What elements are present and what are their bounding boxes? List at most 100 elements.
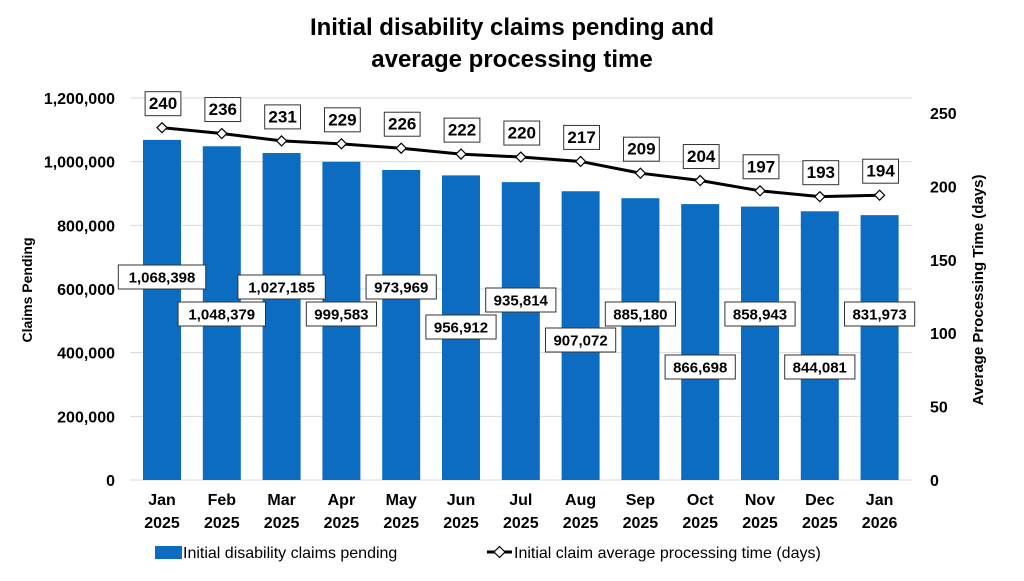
y2-tick-label: 50: [930, 400, 948, 417]
x-tick-label-month: Feb: [208, 492, 237, 509]
line-data-label: 226: [388, 115, 416, 134]
line-marker: [754, 184, 766, 197]
line-data-label-box: [862, 158, 900, 184]
line-data-label-box: [144, 91, 182, 117]
y-tick-label: 400,000: [57, 346, 115, 363]
bar-data-label-box: [844, 301, 916, 327]
legend-swatch-bars: [155, 546, 182, 559]
line-data-label: 217: [567, 128, 595, 147]
y-axis-title: Claims Pending: [19, 237, 35, 342]
bar: [741, 206, 779, 480]
bar-data-label-box: [365, 274, 437, 300]
y-tick-label: 200,000: [57, 409, 115, 426]
x-tick-label-month: Apr: [328, 492, 356, 509]
line-data-label: 240: [149, 94, 177, 113]
line-data-label: 220: [508, 124, 536, 143]
bar: [800, 211, 839, 480]
line-data-label: 231: [268, 107, 296, 126]
x-tick-label-year: 2025: [742, 515, 778, 532]
line-marker: [455, 148, 467, 160]
y-tick-label: 600,000: [57, 282, 115, 299]
x-tick-label-month: Nov: [745, 492, 775, 509]
bar: [621, 198, 660, 480]
line-marker: [694, 174, 707, 187]
line-data-label: 229: [328, 110, 356, 129]
x-tick-label-month: May: [386, 492, 417, 509]
line-data-label-box: [563, 124, 601, 150]
bar-data-label: 907,072: [553, 333, 607, 350]
y-tick-label: 800,000: [57, 218, 115, 235]
line-data-label: 204: [687, 147, 716, 166]
bar-data-label: 1,048,379: [188, 307, 255, 324]
x-tick-label-year: 2025: [563, 515, 599, 532]
y2-tick-label: 200: [930, 179, 957, 196]
legend-label-line: Initial claim average processing time (d…: [514, 545, 821, 562]
bar-data-label-box: [724, 301, 796, 327]
bar-data-label: 973,969: [374, 280, 428, 297]
bar: [860, 215, 899, 480]
line-data-label-box: [443, 117, 481, 143]
line-marker: [335, 137, 348, 150]
x-tick-label-year: 2025: [204, 515, 240, 532]
x-tick-label-month: Sep: [626, 492, 656, 509]
y-tick-label: 1,000,000: [44, 155, 115, 172]
bar-data-label: 844,081: [793, 360, 847, 377]
line-data-label-box: [503, 120, 541, 146]
bar-data-label-box: [664, 354, 736, 380]
x-tick-label-year: 2025: [623, 515, 659, 532]
line-data-label: 194: [866, 162, 895, 181]
bar-data-label: 866,698: [673, 360, 727, 377]
x-tick-label-month: Jan: [866, 492, 894, 509]
x-tick-label-month: Aug: [565, 492, 596, 509]
bar: [382, 169, 421, 481]
bar-data-label-box: [604, 301, 676, 327]
y2-tick-label: 150: [930, 253, 957, 270]
legend-label-bars: Initial disability claims pending: [183, 545, 397, 562]
y2-tick-label: 250: [930, 106, 957, 123]
x-tick-label-year: 2025: [503, 515, 539, 532]
bar-data-label: 1,027,185: [248, 280, 315, 297]
bar-data-label: 956,912: [434, 320, 488, 337]
bar: [681, 204, 720, 480]
bar-data-label-box: [545, 327, 617, 353]
line-data-label-box: [623, 136, 660, 162]
line-marker: [215, 127, 228, 140]
bar: [501, 182, 540, 480]
line-data-label-box: [802, 160, 840, 186]
x-tick-label-month: Jun: [447, 492, 475, 509]
y2-tick-label: 100: [930, 326, 957, 343]
line-data-label: 193: [807, 163, 835, 182]
x-tick-label-year: 2025: [383, 515, 419, 532]
line-marker: [574, 155, 587, 168]
x-tick-label-year: 2025: [682, 515, 718, 532]
x-tick-label-month: Oct: [687, 492, 714, 509]
bar-data-label-box: [177, 301, 267, 327]
bar: [143, 139, 181, 480]
chart-title-line-2: average processing time: [371, 46, 652, 73]
bar-data-label: 885,180: [613, 307, 667, 324]
x-tick-label-month: Dec: [805, 492, 834, 509]
line-marker: [275, 135, 288, 147]
line-data-label: 222: [448, 121, 476, 140]
bar-data-label-box: [784, 354, 856, 380]
y2-axis-title: Average Processing Time (days): [970, 175, 987, 406]
x-tick-label-year: 2025: [443, 515, 479, 532]
bar-data-label: 858,943: [733, 307, 787, 324]
bar-data-label-box: [425, 314, 497, 340]
line-data-label: 197: [747, 157, 775, 176]
line-marker: [395, 142, 408, 155]
x-tick-label-month: Jan: [148, 492, 176, 509]
x-tick-label-year: 2025: [264, 515, 300, 532]
line-marker: [813, 190, 826, 203]
x-tick-label-year: 2025: [802, 515, 838, 532]
line-marker: [873, 189, 886, 202]
line-marker: [156, 121, 168, 134]
x-tick-label-year: 2025: [324, 515, 360, 532]
bar-data-label-box: [485, 287, 557, 313]
legend-diamond-icon: [493, 545, 506, 559]
x-tick-label-month: Jul: [509, 492, 532, 509]
bar-data-label: 831,973: [852, 307, 906, 324]
bar-data-label: 1,068,398: [129, 270, 196, 287]
y2-tick-label: 0: [930, 473, 939, 490]
